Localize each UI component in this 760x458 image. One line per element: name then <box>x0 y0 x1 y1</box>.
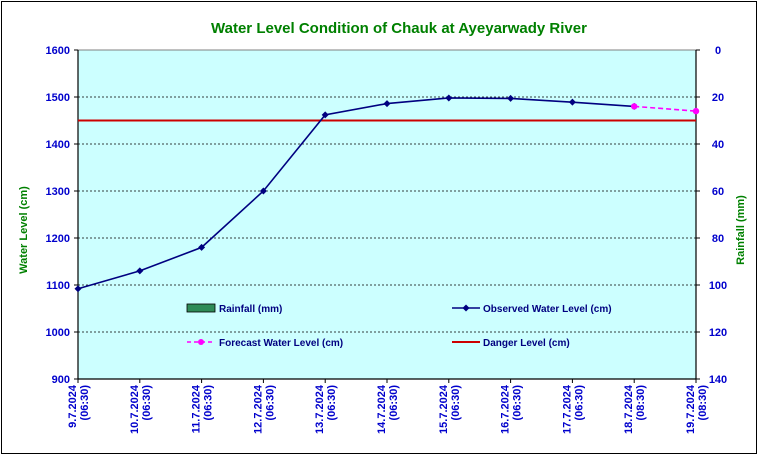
legend-observed-label: Observed Water Level (cm) <box>483 304 612 315</box>
observed-point <box>445 94 453 102</box>
x-tick-label: 14.7.2024(06:30) <box>376 384 400 434</box>
x-tick-time: (06:30) <box>79 385 91 421</box>
observed-point <box>259 187 267 195</box>
x-tick-date: 17.7.2024 <box>561 384 573 434</box>
x-tick-time: (08:30) <box>635 385 647 421</box>
observed-point <box>383 100 391 108</box>
x-tick-label: 17.7.2024(06:30) <box>561 384 585 434</box>
forecast-water-level-line <box>634 105 697 112</box>
x-tick-time: (06:30) <box>573 385 585 421</box>
y2-tick-label: 40 <box>712 139 724 151</box>
legend-forecast-marker <box>198 339 204 345</box>
x-tick-date: 12.7.2024 <box>252 384 264 434</box>
y-tick-label: 1400 <box>46 139 70 151</box>
x-tick-date: 13.7.2024 <box>314 384 326 434</box>
x-tick-label: 15.7.2024(06:30) <box>438 384 462 434</box>
y-tick-label: 1500 <box>46 92 70 104</box>
x-tick-time: (06:30) <box>326 385 338 421</box>
x-tick-date: 9.7.2024 <box>67 384 79 428</box>
x-tick-time: (08:30) <box>697 385 709 421</box>
observed-point <box>198 243 206 251</box>
x-tick-label: 12.7.2024(06:30) <box>252 384 276 434</box>
x-tick-time: (06:30) <box>388 385 400 421</box>
x-tick-date: 11.7.2024 <box>191 384 203 433</box>
x-tick-date: 18.7.2024 <box>623 384 635 434</box>
y2-tick-label: 60 <box>712 186 724 198</box>
legend-rainfall-swatch <box>186 303 216 313</box>
y2-tick-label: 100 <box>709 280 727 292</box>
y2-tick-label: 0 <box>715 45 721 57</box>
y2-tick-label: 20 <box>712 92 724 104</box>
y-axis-title: Water Level (cm) <box>18 186 30 274</box>
observed-point <box>568 98 576 106</box>
chart-title: Water Level Condition of Chauk at Ayeyar… <box>211 20 587 37</box>
legend-rainfall-label: Rainfall (mm) <box>219 304 282 315</box>
observed-point <box>321 111 329 119</box>
x-tick-date: 15.7.2024 <box>438 384 450 434</box>
y-tick-label: 1600 <box>46 45 70 57</box>
x-tick-label: 10.7.2024(06:30) <box>129 384 153 434</box>
x-tick-time: (06:30) <box>512 385 524 421</box>
observed-point <box>507 94 515 102</box>
observed-point <box>74 285 82 293</box>
y-tick-label: 1100 <box>46 280 70 292</box>
x-tick-label: 13.7.2024(06:30) <box>314 384 338 434</box>
x-tick-label: 9.7.2024(06:30) <box>67 384 91 428</box>
y-tick-label: 1200 <box>46 233 70 245</box>
y2-tick-label: 140 <box>709 374 727 386</box>
x-tick-time: (06:30) <box>203 385 215 421</box>
x-tick-date: 16.7.2024 <box>500 384 512 434</box>
x-tick-date: 19.7.2024 <box>685 384 697 434</box>
observed-water-level-line <box>77 97 635 290</box>
forecast-point <box>692 107 700 115</box>
x-tick-time: (06:30) <box>264 385 276 421</box>
legend-danger-label: Danger Level (cm) <box>483 338 570 349</box>
plot-area <box>77 49 697 380</box>
legend-forecast-label: Forecast Water Level (cm) <box>219 338 343 349</box>
forecast-point <box>631 103 638 110</box>
legend-observed-marker <box>462 304 470 312</box>
x-tick-label: 19.7.2024(08:30) <box>685 384 709 434</box>
x-tick-time: (06:30) <box>141 385 153 421</box>
observed-point <box>136 267 144 275</box>
x-tick-time: (06:30) <box>450 385 462 421</box>
x-tick-label: 16.7.2024(06:30) <box>500 384 524 434</box>
x-tick-date: 10.7.2024 <box>129 384 141 434</box>
y-tick-label: 1000 <box>46 327 70 339</box>
y2-tick-label: 120 <box>709 327 727 339</box>
y2-tick-label: 80 <box>712 233 724 245</box>
x-tick-label: 11.7.2024(06:30) <box>191 384 215 433</box>
y-tick-label: 900 <box>52 374 70 386</box>
x-tick-label: 18.7.2024(08:30) <box>623 384 647 434</box>
y-tick-label: 1300 <box>46 186 70 198</box>
y2-axis-title: Rainfall (mm) <box>735 195 747 265</box>
x-tick-date: 14.7.2024 <box>376 384 388 434</box>
